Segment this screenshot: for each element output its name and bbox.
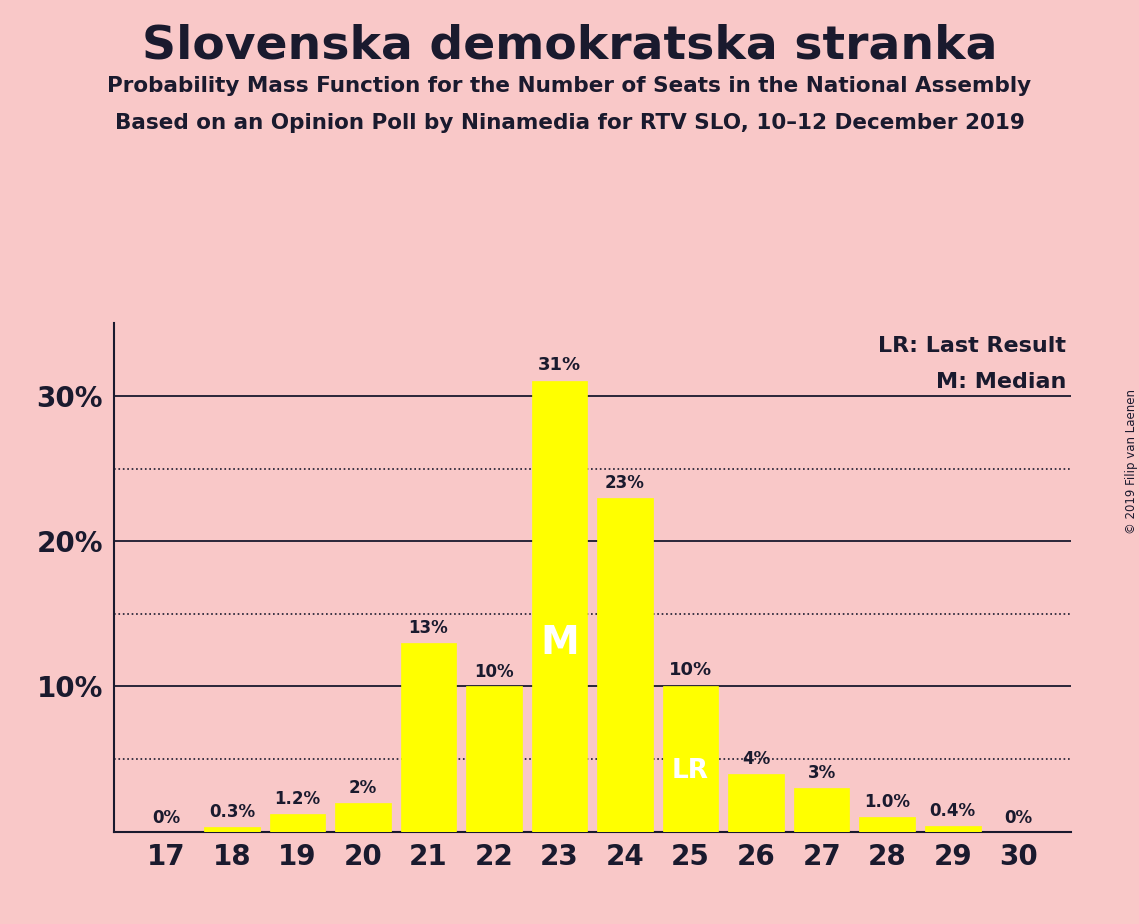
Text: 0%: 0% (153, 809, 180, 827)
Text: 4%: 4% (741, 749, 770, 768)
Text: 31%: 31% (538, 357, 581, 374)
Bar (466, 687, 522, 832)
Text: 3%: 3% (808, 764, 836, 783)
Text: Probability Mass Function for the Number of Seats in the National Assembly: Probability Mass Function for the Number… (107, 76, 1032, 96)
Text: LR: Last Result: LR: Last Result (878, 336, 1066, 356)
Text: 13%: 13% (409, 619, 449, 637)
Bar (270, 814, 326, 832)
Text: 0%: 0% (1005, 809, 1032, 827)
Text: 1.0%: 1.0% (865, 794, 910, 811)
Text: © 2019 Filip van Laenen: © 2019 Filip van Laenen (1124, 390, 1138, 534)
Bar (925, 826, 981, 832)
Bar (859, 817, 915, 832)
Bar (335, 803, 391, 832)
Text: M: M (540, 624, 579, 662)
Text: Based on an Opinion Poll by Ninamedia for RTV SLO, 10–12 December 2019: Based on an Opinion Poll by Ninamedia fo… (115, 113, 1024, 133)
Text: 2%: 2% (349, 779, 377, 796)
Text: M: Median: M: Median (935, 371, 1066, 392)
Bar (728, 773, 784, 832)
Text: LR: LR (672, 758, 710, 784)
Bar (597, 498, 653, 832)
Text: 1.2%: 1.2% (274, 790, 320, 808)
Bar (663, 687, 719, 832)
Bar (794, 788, 850, 832)
Text: 0.3%: 0.3% (208, 804, 255, 821)
Text: 10%: 10% (669, 662, 712, 679)
Bar (204, 827, 260, 832)
Text: Slovenska demokratska stranka: Slovenska demokratska stranka (141, 23, 998, 68)
Text: 10%: 10% (474, 663, 514, 681)
Text: 23%: 23% (605, 474, 645, 492)
Text: 0.4%: 0.4% (929, 802, 976, 820)
Bar (532, 382, 588, 832)
Bar (401, 643, 457, 832)
